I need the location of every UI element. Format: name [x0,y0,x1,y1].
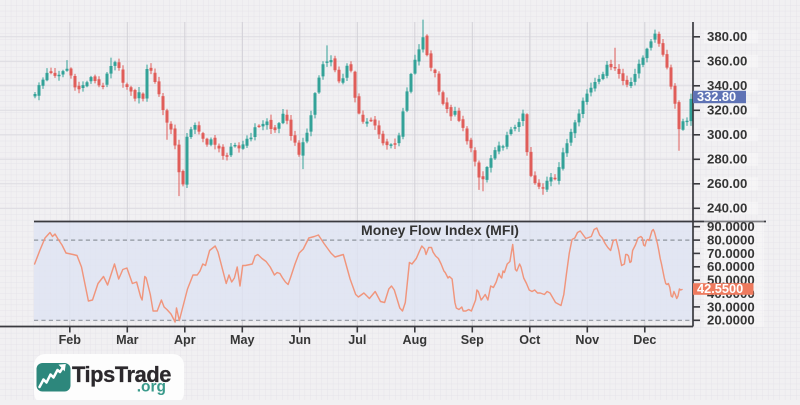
svg-text:Dec: Dec [633,333,656,347]
svg-text:Apr: Apr [174,333,196,347]
svg-text:Feb: Feb [59,333,82,347]
svg-text:42.5500: 42.5500 [697,281,743,296]
svg-text:Aug: Aug [403,333,427,347]
svg-text:380.00: 380.00 [707,29,747,44]
svg-text:80.0000: 80.0000 [707,233,755,248]
svg-text:332.80: 332.80 [697,89,736,104]
svg-text:Mar: Mar [116,333,138,347]
svg-text:Jul: Jul [348,333,366,347]
svg-text:Oct: Oct [519,333,541,347]
svg-text:60.0000: 60.0000 [707,259,755,274]
svg-text:Jun: Jun [289,333,311,347]
svg-text:20.0000: 20.0000 [707,313,755,328]
svg-text:70.0000: 70.0000 [707,246,755,261]
svg-text:360.00: 360.00 [707,54,747,69]
svg-text:TipsTrade: TipsTrade [72,362,171,387]
svg-text:.org: .org [137,379,166,396]
svg-text:280.00: 280.00 [707,152,747,167]
svg-text:240.00: 240.00 [707,201,747,216]
svg-text:300.00: 300.00 [707,127,747,142]
svg-text:May: May [230,333,255,347]
svg-text:Sep: Sep [461,333,484,347]
svg-text:Money Flow Index (MFI): Money Flow Index (MFI) [361,222,519,238]
svg-text:30.0000: 30.0000 [707,299,755,314]
svg-text:340.00: 340.00 [707,78,747,93]
svg-text:Nov: Nov [575,333,599,347]
svg-text:260.00: 260.00 [707,176,747,191]
svg-text:90.0000: 90.0000 [707,219,755,234]
svg-text:320.00: 320.00 [707,103,747,118]
